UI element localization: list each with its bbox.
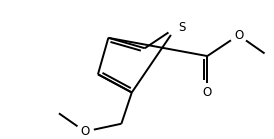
Text: S: S	[179, 21, 186, 34]
Text: O: O	[203, 86, 212, 99]
Text: O: O	[234, 29, 243, 42]
Text: O: O	[80, 125, 90, 138]
